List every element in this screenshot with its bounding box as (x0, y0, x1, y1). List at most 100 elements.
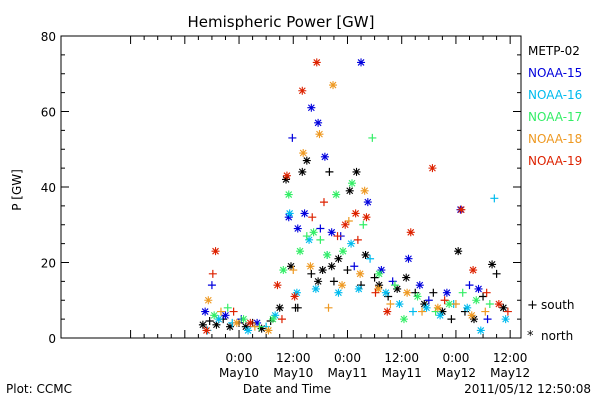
north-point (275, 303, 284, 312)
south-point (359, 220, 368, 229)
north-point (306, 262, 315, 271)
north-point (284, 213, 293, 222)
north-point (268, 315, 277, 324)
north-point (309, 228, 318, 237)
south-point (289, 266, 298, 275)
north-point (381, 288, 390, 297)
north-point (298, 167, 307, 176)
south-point (229, 307, 238, 316)
south-point (250, 322, 259, 331)
south-point (319, 198, 328, 207)
north-point (292, 288, 301, 297)
north-point (494, 300, 503, 309)
x-tick-time-label: 0:00 (334, 351, 361, 365)
north-point (467, 311, 476, 320)
series-noaa-18 (204, 81, 490, 335)
north-point (314, 277, 323, 286)
north-point (285, 209, 294, 218)
north-point (438, 307, 447, 316)
north-point (422, 303, 431, 312)
y-axis-ticks: 0 20 40 60 80 (41, 30, 521, 346)
north-point (361, 250, 370, 259)
south-point (288, 133, 297, 142)
south-point (277, 315, 286, 324)
north-point (399, 315, 408, 324)
south-point (424, 296, 433, 305)
north-point (375, 269, 384, 278)
north-point (221, 311, 230, 320)
north-point (210, 311, 219, 320)
north-point (225, 322, 234, 331)
legend-entry: NOAA-19 (528, 154, 582, 168)
north-point (298, 86, 307, 95)
north-point (442, 288, 451, 297)
north-point (202, 326, 211, 335)
south-point (458, 288, 467, 297)
south-point (371, 288, 380, 297)
legend: METP-02 NOAA-15 NOAA-16 NOAA-17 NOAA-18 NOAA-… (528, 44, 582, 168)
x-tick-date-label: May11 (327, 366, 367, 380)
south-point (325, 167, 334, 176)
north-point (300, 209, 309, 218)
series-noaa-15 (201, 58, 492, 327)
south-point (307, 269, 316, 278)
plot-frame (60, 35, 522, 339)
x-tick-date-label: May10 (273, 366, 313, 380)
south-point (350, 262, 359, 271)
north-point (357, 58, 366, 67)
south-point (324, 303, 333, 312)
south-point (503, 307, 512, 316)
x-tick-time-label: 12:00 (276, 351, 311, 365)
north-point (296, 247, 305, 256)
north-point (403, 288, 412, 297)
north-point (282, 175, 291, 184)
north-point (334, 288, 343, 297)
north-point (253, 318, 262, 327)
north-point (284, 190, 293, 199)
south-point (390, 281, 399, 290)
series-noaa-16 (203, 194, 510, 335)
south-point (429, 288, 438, 297)
north-point (415, 281, 424, 290)
north-point (341, 220, 350, 229)
south-point (490, 194, 499, 203)
north-point (457, 205, 466, 214)
y-tick-label: 60 (41, 106, 56, 120)
north-point (329, 81, 338, 90)
south-point (370, 273, 379, 282)
north-point (323, 250, 332, 259)
north-point (320, 152, 329, 161)
legend-entry: NOAA-16 (528, 88, 582, 102)
marker-legend-label: south (541, 298, 575, 312)
north-point (334, 254, 343, 263)
x-tick-time-label: 12:00 (384, 351, 419, 365)
north-point (338, 247, 347, 256)
north-point (338, 281, 347, 290)
north-point (463, 303, 472, 312)
south-point (216, 307, 225, 316)
north-point (327, 262, 336, 271)
north-point (315, 130, 324, 139)
legend-entry: NOAA-18 (528, 132, 582, 146)
x-tick-time-label: 0:00 (226, 351, 253, 365)
north-point (312, 58, 321, 67)
north-point (302, 156, 311, 165)
north-point (420, 300, 429, 309)
north-point (299, 149, 308, 158)
north-point (347, 239, 356, 248)
north-point (232, 318, 241, 327)
south-point (465, 281, 474, 290)
north-point (271, 311, 280, 320)
x-axis-ticks: 0:00May1012:00May100:00May1112:00May110:… (130, 36, 530, 380)
north-point (246, 318, 255, 327)
marker-legend: + south * north (527, 298, 575, 344)
south-point (316, 235, 325, 244)
north-point (413, 292, 422, 301)
north-point (305, 235, 314, 244)
north-point (488, 260, 497, 269)
north-point (332, 190, 341, 199)
north-point (404, 254, 413, 263)
north-point (348, 179, 357, 188)
y-tick-label: 20 (41, 257, 56, 271)
legend-entry: NOAA-17 (528, 110, 582, 124)
